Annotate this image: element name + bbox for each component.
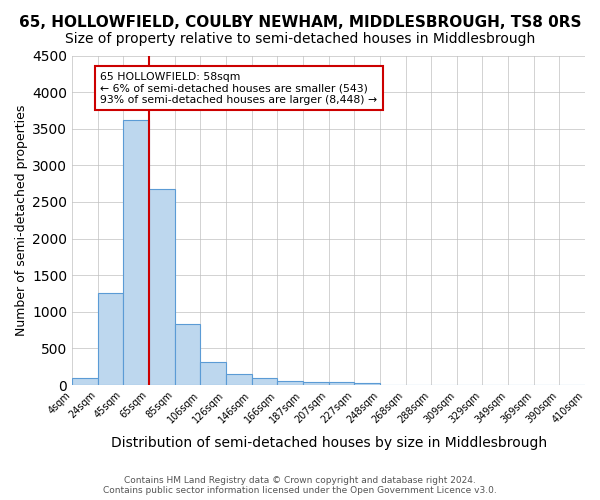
Bar: [200, 362, 226, 385]
Bar: [303, 382, 329, 385]
Bar: [277, 380, 303, 385]
Bar: [175, 324, 200, 385]
Bar: [226, 374, 251, 385]
Text: 65, HOLLOWFIELD, COULBY NEWHAM, MIDDLESBROUGH, TS8 0RS: 65, HOLLOWFIELD, COULBY NEWHAM, MIDDLESB…: [19, 15, 581, 30]
Bar: [329, 382, 354, 385]
Text: 65 HOLLOWFIELD: 58sqm
← 6% of semi-detached houses are smaller (543)
93% of semi: 65 HOLLOWFIELD: 58sqm ← 6% of semi-detac…: [100, 72, 377, 105]
Bar: [149, 189, 175, 385]
X-axis label: Distribution of semi-detached houses by size in Middlesbrough: Distribution of semi-detached houses by …: [110, 436, 547, 450]
Bar: [124, 120, 149, 385]
Text: Size of property relative to semi-detached houses in Middlesbrough: Size of property relative to semi-detach…: [65, 32, 535, 46]
Bar: [354, 383, 380, 385]
Bar: [251, 378, 277, 385]
Bar: [98, 294, 124, 385]
Text: Contains HM Land Registry data © Crown copyright and database right 2024.
Contai: Contains HM Land Registry data © Crown c…: [103, 476, 497, 495]
Y-axis label: Number of semi-detached properties: Number of semi-detached properties: [15, 104, 28, 336]
Bar: [72, 378, 98, 385]
